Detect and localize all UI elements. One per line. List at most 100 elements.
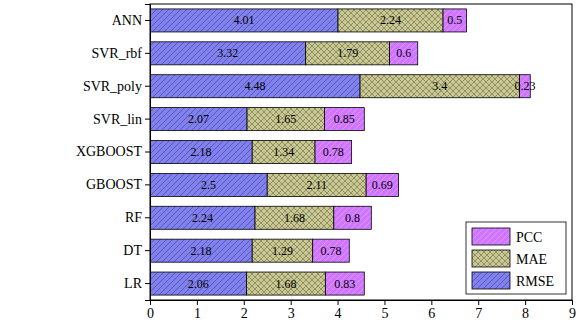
data-label: 2.5 (201, 178, 216, 192)
bar-segment (247, 272, 326, 295)
bar-segment (150, 75, 360, 98)
data-label: 4.01 (234, 13, 255, 27)
data-label: 3.4 (432, 79, 447, 93)
legend: PCCMAERMSE (466, 222, 566, 294)
y-tick-label: LR (124, 276, 143, 291)
y-tick-label: ANN (112, 13, 142, 28)
bar-segment (150, 239, 252, 262)
data-label: 0.5 (447, 13, 462, 27)
y-tick-label: SVR_lin (93, 112, 142, 127)
legend-label: PCC (516, 230, 542, 245)
bar-segment (150, 206, 255, 229)
data-label: 4.48 (245, 79, 266, 93)
data-label: 2.24 (380, 13, 401, 27)
y-tick-mark (145, 250, 150, 251)
y-tick-mark (145, 119, 150, 120)
data-label: 1.34 (273, 145, 294, 159)
legend-label: MAE (516, 252, 547, 267)
y-axis-line (145, 5, 151, 301)
y-tick-label: XGBOOST (76, 144, 143, 159)
x-tick-mark (384, 300, 385, 305)
y-tick-mark (145, 86, 150, 87)
y-tick-label: SVR_rbf (91, 46, 142, 61)
y-tick-mark (145, 20, 150, 21)
bar-segment (360, 75, 519, 98)
x-tick: 2 (241, 300, 248, 321)
y-tick: DT (123, 243, 150, 258)
x-tick: 5 (381, 300, 388, 321)
y-tick-label: DT (123, 243, 142, 258)
data-label: 1.29 (272, 244, 293, 258)
x-tick-label: 9 (569, 306, 576, 321)
data-label: 0.23 (514, 79, 535, 93)
bar-segment (255, 206, 334, 229)
x-tick: 7 (475, 300, 482, 321)
plot: 4.01 2.24 0.5 3.32 1.79 0.6 4.48 3.4 0.23 2.07 1.6… (76, 4, 576, 321)
y-tick-mark (145, 152, 150, 153)
legend-swatch (472, 250, 510, 267)
y-tick: LR (124, 276, 150, 291)
data-label: 2.18 (191, 244, 212, 258)
bar-segment (150, 9, 338, 32)
bar-segment (338, 9, 443, 32)
x-tick-label: 4 (335, 306, 342, 321)
y-tick: XGBOOST (76, 144, 150, 159)
x-tick-label: 1 (194, 306, 201, 321)
data-label: 0.69 (372, 178, 393, 192)
bar-segment (443, 9, 466, 32)
bar-segment (324, 108, 364, 131)
x-tick: 9 (569, 300, 576, 321)
plot-frame (150, 4, 572, 300)
x-tick: 3 (288, 300, 295, 321)
bar-segment (150, 42, 306, 65)
legend-swatch (472, 228, 510, 245)
bar-segment (267, 173, 366, 196)
x-tick-label: 0 (147, 306, 154, 321)
x-tick-label: 3 (288, 306, 295, 321)
bar-segment (252, 239, 312, 262)
y-tick: GBOOST (86, 177, 150, 192)
data-label: 2.06 (188, 277, 209, 291)
x-tick-label: 2 (241, 306, 248, 321)
y-tick: RF (125, 210, 150, 225)
data-label: 2.18 (191, 145, 212, 159)
y-tick-mark (145, 53, 150, 54)
bar-segment (150, 140, 252, 163)
data-label: 3.32 (217, 46, 238, 60)
x-tick: 1 (194, 300, 201, 321)
bar-segment (247, 108, 324, 131)
data-label: 1.79 (337, 46, 358, 60)
data-label: 0.83 (334, 277, 355, 291)
y-tick: SVR_poly (83, 79, 150, 94)
bar-segment (313, 239, 350, 262)
x-tick: 6 (428, 300, 435, 321)
bar-segment (306, 42, 390, 65)
data-label: 1.65 (275, 112, 296, 126)
y-tick: SVR_rbf (91, 46, 150, 61)
data-label: 2.07 (188, 112, 209, 126)
bar-segment (334, 206, 372, 229)
y-tick: ANN (112, 13, 150, 28)
data-label: 0.78 (320, 244, 341, 258)
x-tick-label: 8 (522, 306, 529, 321)
data-label: 1.68 (284, 211, 305, 225)
x-tick-mark (572, 300, 573, 305)
x-tick: 0 (147, 300, 154, 321)
x-tick-mark (197, 300, 198, 305)
y-axis: ANN SVR_rbf SVR_poly SVR_lin XGBOOST GBOOST RF… (76, 5, 151, 301)
x-tick-label: 7 (475, 306, 482, 321)
y-tick-label: RF (125, 210, 142, 225)
y-tick-mark (145, 217, 150, 218)
x-tick-mark (338, 300, 339, 305)
data-label: 0.6 (396, 46, 411, 60)
legend-swatch (472, 272, 510, 289)
x-tick-mark (478, 300, 479, 305)
bar-segment (390, 42, 418, 65)
x-tick: 4 (335, 300, 342, 321)
data-label: 2.11 (306, 178, 327, 192)
bar-segment (150, 173, 267, 196)
data-label: 2.24 (192, 211, 213, 225)
data-label: 0.8 (345, 211, 360, 225)
y-tick-label: GBOOST (86, 177, 142, 192)
x-tick-mark (431, 300, 432, 305)
